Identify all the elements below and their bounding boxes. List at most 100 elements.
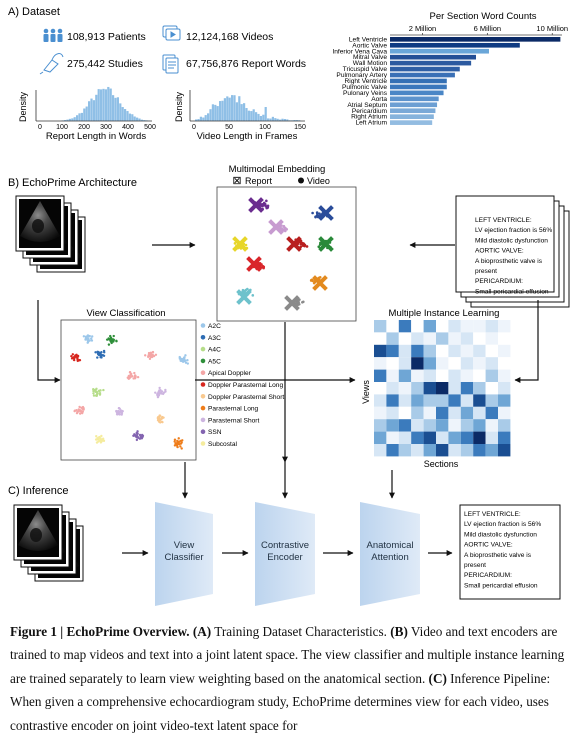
stat-videos: 12,124,168 Videos bbox=[186, 31, 273, 43]
heatmap-cell bbox=[423, 406, 436, 420]
umap-point bbox=[95, 391, 99, 394]
report-line: LEFT VENTRICLE: bbox=[464, 511, 521, 518]
umap-point bbox=[96, 350, 99, 354]
report-hist-bar bbox=[114, 97, 117, 121]
heatmap-cell bbox=[473, 444, 486, 457]
umap-point bbox=[112, 340, 115, 343]
umap-point bbox=[90, 339, 94, 342]
video-hist-bar bbox=[295, 120, 298, 121]
video-hist-bar bbox=[219, 101, 222, 121]
heatmap-cell bbox=[411, 406, 424, 420]
umap-point bbox=[186, 362, 190, 365]
video-dot-symbol bbox=[298, 177, 304, 184]
heatmap-cell bbox=[485, 406, 498, 420]
heatmap-cell bbox=[448, 382, 461, 395]
heatmap-cell bbox=[473, 369, 486, 382]
report-cross-marker bbox=[318, 205, 334, 221]
legend-swatch bbox=[200, 429, 206, 435]
anatomical-attention-block: Anatomical Attention bbox=[360, 502, 420, 606]
heatmap-cell bbox=[436, 382, 449, 395]
heatmap-cell bbox=[423, 394, 436, 407]
contrastive-encoder-line1: Contrastive bbox=[261, 540, 309, 551]
umap-point bbox=[99, 437, 102, 440]
umap-point bbox=[162, 391, 166, 394]
heatmap-cell bbox=[448, 444, 461, 457]
umap-point bbox=[116, 411, 119, 415]
heatmap-cell bbox=[436, 431, 449, 444]
umap-point bbox=[184, 354, 187, 357]
section-a-label: A) Dataset bbox=[8, 6, 60, 18]
umap-point bbox=[149, 351, 153, 354]
heatmap-cell bbox=[386, 431, 399, 444]
chart-category-label: Tricuspid Valve bbox=[343, 66, 388, 73]
report-hist-bar bbox=[85, 106, 88, 121]
video-hist-bar bbox=[221, 100, 224, 121]
report-line: A bioprosthetic valve is bbox=[464, 552, 532, 559]
heatmap-cell bbox=[436, 444, 449, 457]
umap-point bbox=[94, 351, 97, 354]
report-length-histogram: Density 0 100 200 300 400 500 Report Len… bbox=[18, 86, 156, 142]
heatmap-cell bbox=[398, 419, 412, 432]
umap-point bbox=[148, 357, 152, 361]
umap-point bbox=[86, 334, 89, 338]
heatmap-cell bbox=[498, 382, 511, 395]
report-hist-ylabel: Density bbox=[18, 91, 28, 122]
heatmap-cell bbox=[448, 369, 461, 382]
heatmap-cell bbox=[374, 357, 387, 370]
video-hist-bar bbox=[250, 111, 253, 121]
embedding-point bbox=[251, 294, 255, 297]
heatmap-cell bbox=[374, 382, 387, 395]
heatmap-cell bbox=[460, 344, 474, 358]
umap-point bbox=[180, 447, 183, 450]
heatmap-cell bbox=[448, 320, 461, 333]
heatmap-cell bbox=[386, 320, 399, 333]
video-hist-bar bbox=[279, 119, 282, 121]
legend-swatch bbox=[200, 346, 206, 352]
report-hist-bar bbox=[136, 117, 139, 121]
chart-bar bbox=[390, 90, 444, 96]
umap-point bbox=[100, 434, 103, 438]
legend-label: Doppler Parasternal Short bbox=[208, 394, 284, 401]
view-classification-panel: View Classification A2C A3C A4C A5C Apical D… bbox=[60, 308, 284, 461]
report-line: Small pericardial effusion bbox=[464, 582, 538, 589]
heatmap-cell bbox=[460, 394, 474, 407]
umap-point bbox=[158, 420, 161, 423]
report-hist-bar bbox=[128, 113, 131, 121]
video-hist-tick: 0 bbox=[192, 124, 196, 131]
video-hist-bar bbox=[231, 95, 234, 121]
umap-point bbox=[81, 408, 85, 411]
heatmap-cell bbox=[411, 444, 424, 457]
heatmap-cell bbox=[498, 369, 511, 382]
figure-canvas: A) Dataset 108,913 Patients 12,124,168 V… bbox=[8, 6, 570, 606]
video-hist-bar bbox=[228, 97, 231, 121]
heatmap-cell bbox=[436, 419, 449, 432]
report-hist-bar bbox=[83, 108, 86, 121]
umap-point bbox=[186, 359, 189, 362]
embedding-point bbox=[311, 211, 314, 215]
report-hist-bar bbox=[73, 117, 76, 121]
heatmap-cell bbox=[460, 332, 474, 345]
embedding-point bbox=[315, 211, 319, 214]
embedding-point bbox=[263, 202, 267, 206]
heatmap-cell bbox=[411, 369, 424, 382]
umap-point bbox=[177, 437, 180, 440]
caption-a-text: Training Dataset Characteristics. bbox=[211, 624, 391, 639]
report-hist-tick: 500 bbox=[144, 124, 156, 131]
embedding-title: Multimodal Embedding bbox=[229, 164, 326, 175]
embedding-point bbox=[305, 245, 309, 248]
heatmap-cell bbox=[423, 419, 436, 432]
umap-point bbox=[154, 353, 158, 356]
heatmap-cell bbox=[473, 394, 486, 407]
umap-point bbox=[95, 387, 98, 391]
heatmap-cell bbox=[436, 369, 449, 382]
heatmap-cell bbox=[485, 369, 498, 382]
report-cross-marker bbox=[286, 236, 302, 252]
umap-point bbox=[178, 357, 182, 360]
report-page bbox=[459, 504, 561, 600]
heatmap-cell bbox=[448, 431, 461, 444]
embedding-point bbox=[312, 281, 316, 285]
heatmap-cell bbox=[374, 332, 387, 345]
report-hist-bar bbox=[102, 88, 105, 121]
legend-label: Apical Doppler bbox=[208, 370, 252, 377]
video-hist-bar bbox=[226, 96, 229, 121]
